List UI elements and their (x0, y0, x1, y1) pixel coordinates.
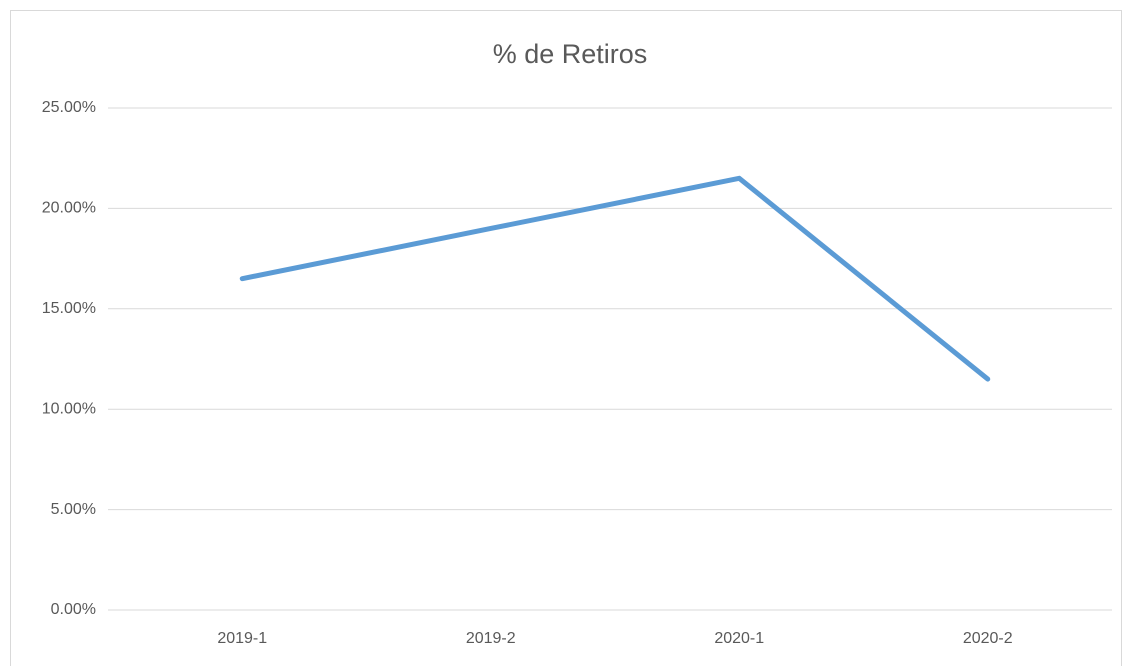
x-tick-label: 2020-1 (714, 630, 764, 647)
x-tick-label: 2019-1 (217, 630, 267, 647)
y-tick-label: 10.00% (42, 400, 96, 417)
y-tick-label: 20.00% (42, 200, 96, 217)
chart-title: % de Retiros (493, 39, 648, 69)
y-tick-label: 5.00% (51, 501, 96, 518)
y-tick-label: 25.00% (42, 99, 96, 116)
y-tick-label: 15.00% (42, 300, 96, 317)
line (239, 175, 991, 382)
x-tick-label: 2019-2 (466, 630, 516, 647)
y-tick-label: 0.00% (51, 601, 96, 618)
chart-border (10, 10, 1122, 666)
x-tick-label: 2020-2 (963, 630, 1013, 647)
